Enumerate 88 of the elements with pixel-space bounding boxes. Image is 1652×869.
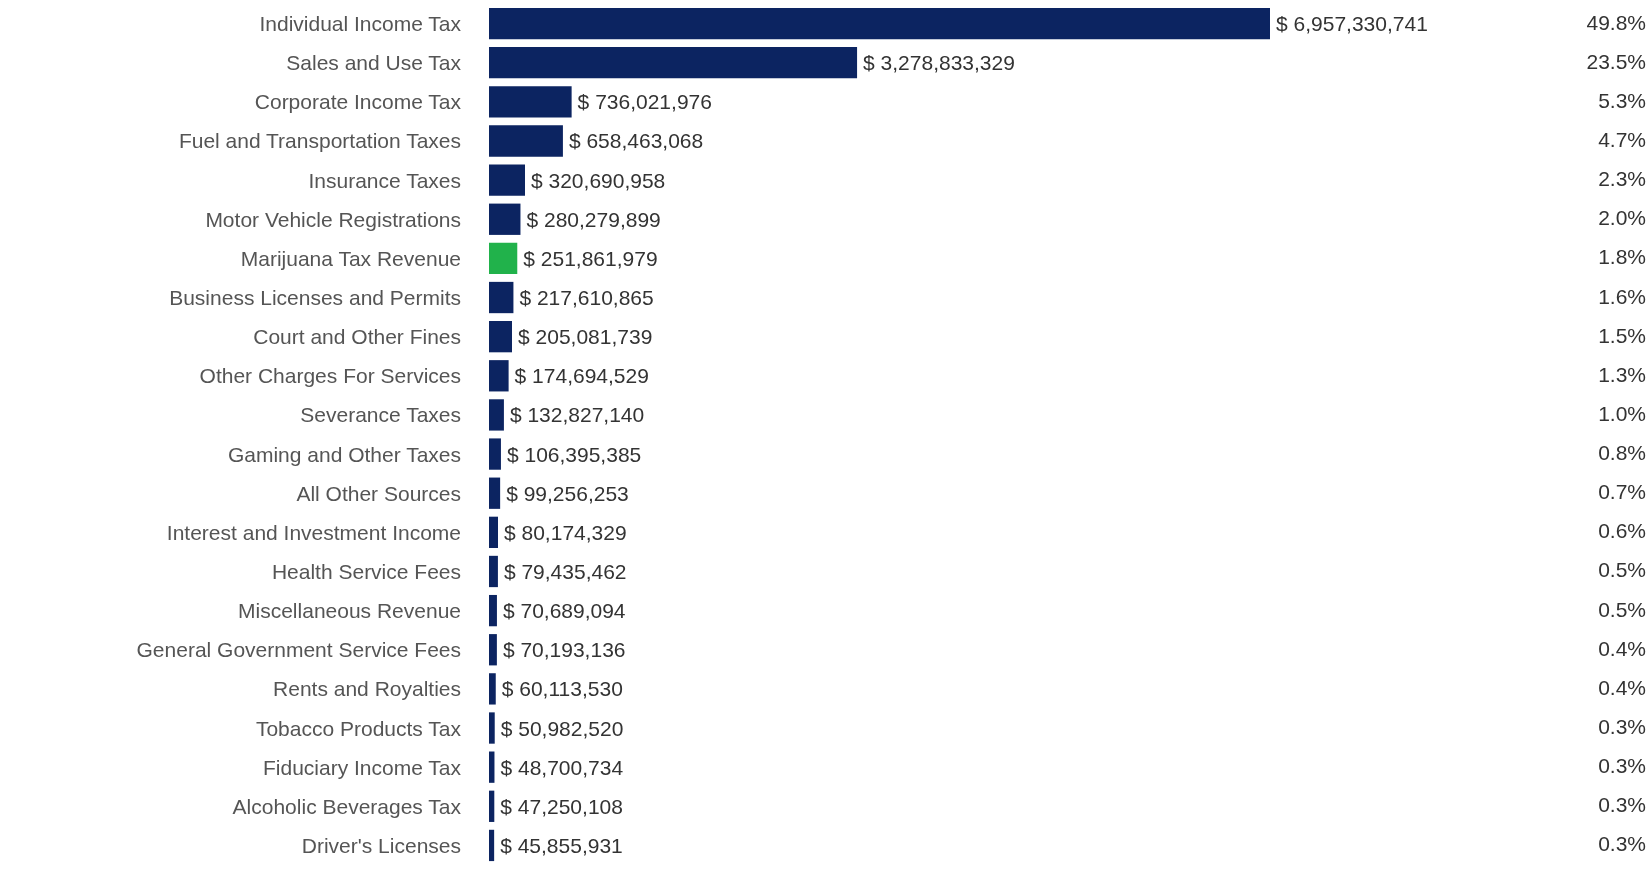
bar bbox=[489, 321, 513, 353]
data-label: $ 132,827,140 bbox=[509, 403, 645, 427]
y-tick-label: Marijuana Tax Revenue bbox=[240, 246, 461, 270]
y-tick-label: General Government Service Fees bbox=[136, 638, 461, 662]
bar bbox=[489, 399, 504, 431]
text: 49.8% bbox=[1586, 10, 1646, 34]
bar bbox=[489, 634, 497, 666]
bar bbox=[489, 125, 563, 157]
text: 1.0% bbox=[1598, 401, 1646, 425]
data-label: $ 70,193,136 bbox=[502, 638, 626, 662]
data-label: $ 48,700,734 bbox=[500, 755, 624, 779]
data-label: $ 45,855,931 bbox=[500, 833, 623, 857]
bar bbox=[489, 281, 514, 314]
y-tick-label: Insurance Taxes bbox=[308, 168, 461, 192]
y-tick-label: Interest and Investment Income bbox=[166, 520, 461, 544]
y-tick-label: Rents and Royalties bbox=[273, 677, 461, 701]
bar bbox=[489, 516, 498, 548]
bar bbox=[489, 47, 858, 79]
y-tick-label: Business Licenses and Permits bbox=[169, 286, 461, 310]
bar bbox=[489, 477, 501, 509]
data-label: $ 47,250,108 bbox=[500, 794, 623, 818]
data-label: $ 251,861,979 bbox=[523, 246, 658, 270]
bar bbox=[489, 751, 495, 783]
data-label: $ 70,689,094 bbox=[502, 599, 626, 623]
data-label: $ 60,113,530 bbox=[501, 677, 623, 701]
data-label: $ 174,694,529 bbox=[514, 364, 649, 388]
data-label: $ 6,957,330,741 bbox=[1276, 12, 1428, 36]
text: 2.3% bbox=[1598, 167, 1646, 191]
text: 2.0% bbox=[1598, 206, 1646, 230]
y-tick-label: Court and Other Fines bbox=[253, 325, 461, 349]
data-label: $ 99,256,253 bbox=[506, 481, 629, 505]
text: 0.5% bbox=[1598, 558, 1646, 582]
text: 23.5% bbox=[1586, 49, 1646, 73]
text: 0.3% bbox=[1598, 754, 1646, 778]
data-label: $ 320,690,958 bbox=[531, 168, 666, 192]
y-tick-label: Alcoholic Beverages Tax bbox=[232, 794, 462, 818]
y-tick-label: Other Charges For Services bbox=[199, 364, 461, 388]
bar bbox=[489, 438, 501, 470]
text: 0.5% bbox=[1598, 597, 1646, 621]
y-tick-label: Driver's Licenses bbox=[301, 833, 461, 857]
y-tick-label: Tobacco Products Tax bbox=[255, 716, 462, 740]
text: 0.4% bbox=[1598, 675, 1646, 699]
y-tick-label: Gaming and Other Taxes bbox=[227, 442, 461, 466]
data-label: $ 280,279,899 bbox=[526, 207, 661, 231]
text: 1.8% bbox=[1598, 245, 1646, 269]
y-tick-label: Fiduciary Income Tax bbox=[262, 755, 462, 779]
data-label: $ 50,982,520 bbox=[500, 716, 624, 740]
y-tick-label: Corporate Income Tax bbox=[254, 90, 462, 114]
text: 1.3% bbox=[1598, 362, 1646, 386]
text: 4.7% bbox=[1598, 127, 1646, 151]
text: 0.6% bbox=[1598, 519, 1646, 543]
y-tick-label: Sales and Use Tax bbox=[286, 51, 462, 75]
bar bbox=[489, 86, 572, 118]
data-label: $ 79,435,462 bbox=[503, 559, 627, 583]
text: 0.3% bbox=[1598, 832, 1646, 856]
y-tick-label: Miscellaneous Revenue bbox=[238, 599, 461, 623]
bar bbox=[489, 7, 1270, 40]
y-tick-label: Severance Taxes bbox=[300, 403, 461, 427]
data-label: $ 217,610,865 bbox=[519, 286, 654, 310]
data-label: $ 658,463,068 bbox=[568, 129, 704, 153]
text: 5.3% bbox=[1598, 88, 1646, 112]
data-label: $ 106,395,385 bbox=[506, 442, 642, 466]
bar bbox=[489, 242, 518, 275]
text: 0.8% bbox=[1598, 441, 1646, 465]
y-tick-label: Health Service Fees bbox=[271, 559, 461, 583]
y-tick-label: All Other Sources bbox=[296, 481, 461, 505]
text: 0.4% bbox=[1598, 636, 1646, 660]
data-label: $ 3,278,833,329 bbox=[863, 51, 1015, 75]
data-label: $ 80,174,329 bbox=[504, 520, 627, 544]
bar bbox=[489, 203, 521, 235]
bar bbox=[489, 790, 495, 822]
bar bbox=[489, 164, 525, 196]
text: 0.7% bbox=[1598, 480, 1646, 504]
text: 1.5% bbox=[1598, 323, 1646, 347]
y-tick-label: Motor Vehicle Registrations bbox=[205, 207, 461, 231]
y-tick-label: Fuel and Transportation Taxes bbox=[178, 129, 461, 153]
bar bbox=[489, 555, 498, 588]
bar bbox=[489, 673, 496, 705]
data-label: $ 736,021,976 bbox=[577, 90, 712, 114]
bar bbox=[489, 594, 497, 627]
y-tick-label: Individual Income Tax bbox=[259, 12, 462, 36]
bar bbox=[489, 829, 495, 862]
text: 0.3% bbox=[1598, 793, 1646, 817]
bar bbox=[489, 712, 495, 744]
text: 0.3% bbox=[1598, 715, 1646, 739]
text: 1.6% bbox=[1598, 284, 1646, 308]
data-label: $ 205,081,739 bbox=[518, 325, 653, 349]
bar bbox=[489, 360, 509, 392]
